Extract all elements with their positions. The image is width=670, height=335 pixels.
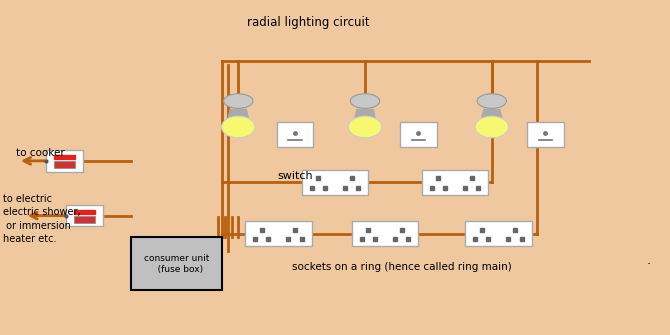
Polygon shape (482, 109, 502, 118)
Bar (66, 205, 103, 226)
Bar (46, 150, 83, 172)
Circle shape (350, 94, 380, 108)
Bar (245, 221, 312, 247)
Ellipse shape (222, 116, 255, 138)
Bar (277, 122, 314, 147)
Text: sockets on a ring (hence called ring main): sockets on a ring (hence called ring mai… (292, 262, 512, 272)
Bar (54, 155, 76, 159)
Text: consumer unit
   (fuse box): consumer unit (fuse box) (144, 254, 209, 274)
Bar (400, 122, 437, 147)
Circle shape (477, 94, 507, 108)
Bar (527, 122, 563, 147)
Circle shape (224, 94, 253, 108)
Bar (74, 216, 95, 223)
Bar (54, 161, 76, 168)
Text: .: . (647, 254, 651, 267)
Text: radial lighting circuit: radial lighting circuit (247, 16, 370, 29)
Text: switch: switch (277, 171, 313, 181)
Ellipse shape (348, 116, 382, 138)
Bar (302, 170, 368, 195)
Polygon shape (355, 109, 375, 118)
Bar (74, 210, 95, 214)
Ellipse shape (475, 116, 509, 138)
Bar (352, 221, 418, 247)
Bar (421, 170, 488, 195)
Polygon shape (228, 109, 249, 118)
Bar (131, 237, 222, 290)
Bar (465, 221, 532, 247)
Text: to electric
electric shower,
 or immersion
heater etc.: to electric electric shower, or immersio… (3, 194, 80, 244)
Text: to cooker: to cooker (16, 147, 65, 157)
